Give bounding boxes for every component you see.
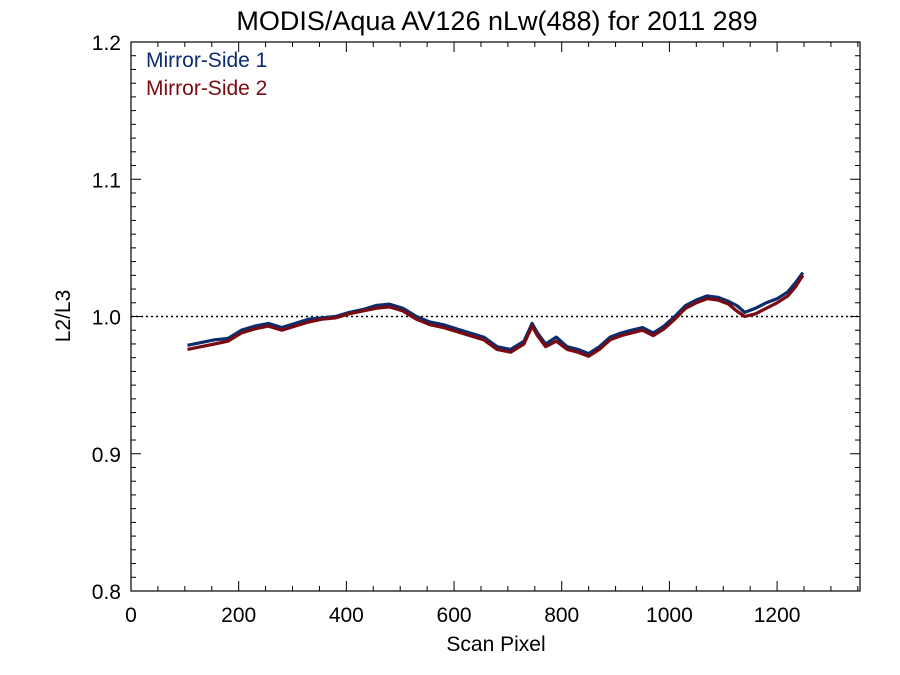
- tick-labels: 0 200 400 600 800 1000 1200 0.8 0.9 1.0 1.1 1.2: [92, 32, 801, 627]
- axis-ticks: [130, 41, 860, 592]
- series-line-2: [187, 274, 805, 358]
- y-tick-label: 1.2: [92, 32, 121, 55]
- series-layer: [187, 271, 805, 358]
- y-tick-label: 0.8: [92, 581, 121, 604]
- y-tick-label: 0.9: [92, 444, 121, 467]
- legend-mirror-side-2: Mirror-Side 2: [146, 77, 267, 100]
- x-tick-label: 0: [125, 604, 137, 627]
- y-tick-label: 1.0: [92, 307, 121, 330]
- y-tick-label: 1.1: [92, 169, 121, 192]
- x-tick-label: 1200: [754, 604, 801, 627]
- x-tick-label: 600: [437, 604, 472, 627]
- y-axis-label: L2/L3: [52, 290, 75, 343]
- x-axis-label: Scan Pixel: [446, 633, 545, 656]
- x-tick-label: 200: [221, 604, 256, 627]
- chart-title: MODIS/Aqua AV126 nLw(488) for 2011 289: [236, 6, 757, 36]
- legend-mirror-side-1: Mirror-Side 1: [146, 49, 267, 72]
- x-tick-label: 1000: [646, 604, 693, 627]
- series-line-1: [187, 271, 805, 356]
- x-tick-label: 800: [544, 604, 579, 627]
- x-tick-label: 400: [329, 604, 364, 627]
